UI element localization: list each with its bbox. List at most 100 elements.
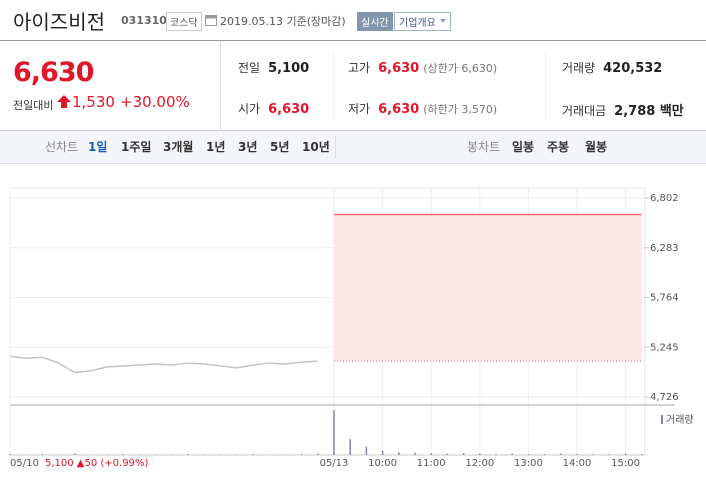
y-tick-label: 6,283: [650, 243, 679, 254]
volume-bar: [333, 410, 335, 455]
stat-label: 저가: [348, 102, 371, 116]
period-tab[interactable]: 3년: [238, 140, 258, 154]
volume-bar: [317, 453, 319, 455]
divider: [0, 130, 706, 131]
calendar-icon: [205, 15, 217, 26]
period-tab[interactable]: 1일: [88, 140, 108, 154]
stat-label: 시가: [238, 102, 261, 116]
volume-bar: [398, 452, 400, 455]
volume-bar: [9, 454, 11, 455]
period-tab[interactable]: 1년: [206, 140, 226, 154]
x-tick-label: 15:00: [611, 458, 640, 469]
stock-name: 아이즈비전: [13, 10, 105, 34]
stat: 전일 5,100: [238, 59, 309, 76]
line: [9, 355, 318, 374]
stat: 고가 6,630 (상한가 6,630): [348, 59, 497, 76]
stat-value: 6,630: [378, 61, 420, 76]
y-tick-label: 6,802: [650, 193, 679, 204]
candle-chart-label: 봉차트: [467, 140, 501, 154]
period-tab[interactable]: 1주일: [121, 140, 152, 154]
realtime-button[interactable]: 실시간: [357, 12, 393, 31]
divider: [220, 41, 221, 130]
period-tab[interactable]: 3개월: [163, 140, 194, 154]
change-rate: +30.00%: [120, 93, 190, 111]
volume-bar: [74, 453, 76, 455]
legend-label: 거래량: [666, 414, 694, 426]
stat: 거래대금 2,788 백만: [562, 100, 684, 119]
volume-bar: [527, 454, 530, 455]
volume-bar: [560, 453, 562, 455]
line-chart-label: 선차트: [45, 140, 79, 154]
stat-label: 거래량: [562, 61, 596, 75]
candle-tab[interactable]: 일봉: [512, 140, 535, 154]
volume-bar: [381, 450, 384, 455]
period-tab[interactable]: 10년: [302, 140, 330, 154]
stat-label: 전일: [238, 61, 261, 75]
volume-bar: [122, 454, 125, 455]
volume-bar: [365, 446, 368, 455]
dropdown-arrow: [439, 19, 446, 23]
volume-bar: [543, 454, 546, 455]
volume-bar: [414, 452, 416, 455]
x-tick-label: 05/10: [10, 458, 39, 469]
stat-value: 420,532: [603, 61, 663, 76]
volume-bar: [608, 454, 611, 455]
up-arrow: [57, 95, 71, 108]
volume-bar: [495, 454, 497, 455]
x-tick-label: 12:00: [465, 458, 494, 469]
x-tick-label: 13:00: [514, 458, 543, 469]
current-price: 6,630: [13, 57, 94, 88]
volume-bar: [300, 454, 303, 455]
tab-bar: [0, 131, 706, 164]
stat-note: (상한가 6,630): [423, 62, 498, 75]
stat-value: 2,788 백만: [614, 104, 684, 119]
period-tab[interactable]: 5년: [270, 140, 290, 154]
day-note: 5,100 ▲50 (+0.99%): [45, 458, 148, 469]
stock-code: 031310: [121, 14, 167, 27]
stat-label: 거래대금: [562, 104, 607, 118]
area: [334, 214, 642, 362]
volume-bar: [252, 454, 254, 455]
divider: [335, 136, 336, 158]
volume-bar: [430, 453, 432, 455]
divider: [545, 52, 546, 120]
volume-bar: [446, 453, 449, 455]
x-tick-label: 10:00: [368, 458, 397, 469]
y-tick-label: 5,245: [650, 342, 679, 353]
company-button[interactable]: 기업개요: [394, 12, 451, 31]
candle-tab[interactable]: 주봉: [547, 140, 570, 154]
divider: [333, 52, 334, 120]
stat-label: 고가: [348, 61, 371, 75]
x-tick-label: 11:00: [417, 458, 446, 469]
stat-value: 6,630: [378, 102, 420, 117]
volume-bar: [576, 454, 578, 455]
stat: 저가 6,630 (하한가 3,570): [348, 100, 497, 117]
stat-value: 5,100: [268, 61, 310, 76]
candle-tab[interactable]: 월봉: [585, 140, 608, 154]
x-tick-label: 14:00: [563, 458, 592, 469]
stat-note: (하한가 3,570): [423, 103, 498, 116]
volume-bar: [592, 454, 594, 455]
market-badge: 코스닥: [166, 12, 202, 31]
volume-bar: [187, 454, 189, 455]
change: 1,530: [72, 93, 115, 111]
volume-bar: [41, 454, 44, 455]
x-tick-label: 05/13: [320, 458, 349, 469]
volume-bar: [641, 454, 643, 455]
company-button-label: 기업개요: [399, 18, 436, 29]
header-divider: [0, 40, 706, 41]
volume-bar: [462, 453, 465, 455]
y-tick-label: 4,726: [650, 392, 679, 403]
y-tick-label: 5,764: [650, 293, 679, 304]
stat-value: 6,630: [268, 102, 310, 117]
volume-bar: [349, 439, 351, 455]
legend-swatch: [661, 415, 663, 424]
volume-bar: [479, 453, 481, 455]
volume-bar: [511, 453, 513, 455]
stat: 시가 6,630: [238, 100, 309, 117]
base-date: 2019.05.13 기준(장마감): [220, 15, 346, 28]
change-label: 전일대비: [13, 99, 54, 112]
volume-bar: [624, 453, 627, 455]
